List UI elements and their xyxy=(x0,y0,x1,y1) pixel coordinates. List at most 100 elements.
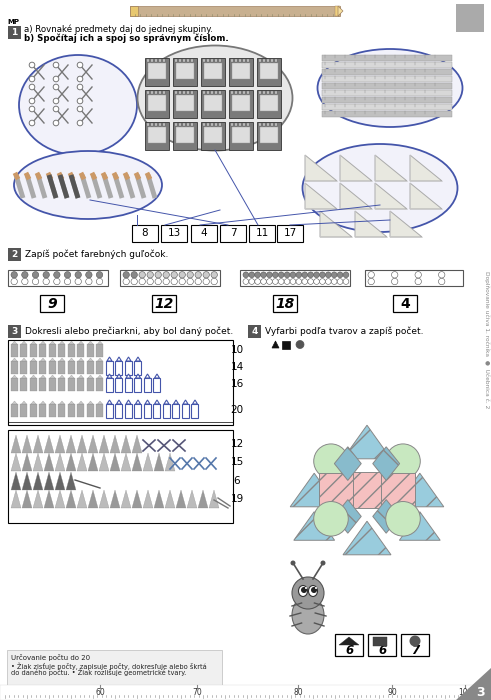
Polygon shape xyxy=(66,435,76,453)
Circle shape xyxy=(11,279,17,285)
Circle shape xyxy=(43,272,50,278)
Bar xyxy=(49,404,56,417)
Bar xyxy=(191,404,198,418)
Polygon shape xyxy=(11,490,21,508)
Bar xyxy=(263,91,266,94)
Polygon shape xyxy=(132,453,142,471)
Bar xyxy=(229,90,253,118)
Polygon shape xyxy=(183,400,188,404)
Bar xyxy=(232,95,250,111)
Circle shape xyxy=(29,106,35,112)
Polygon shape xyxy=(31,401,36,404)
Bar xyxy=(21,361,27,374)
Bar xyxy=(152,295,176,312)
Polygon shape xyxy=(132,435,142,453)
Bar xyxy=(8,26,21,39)
Text: 70: 70 xyxy=(192,688,202,697)
Circle shape xyxy=(415,279,421,285)
Bar xyxy=(203,59,206,62)
Polygon shape xyxy=(22,435,32,453)
Polygon shape xyxy=(66,490,76,508)
Polygon shape xyxy=(11,453,21,471)
Bar xyxy=(257,58,281,86)
Circle shape xyxy=(32,272,39,278)
Bar xyxy=(163,404,170,418)
Polygon shape xyxy=(88,453,98,471)
Text: 16: 16 xyxy=(230,379,244,389)
Polygon shape xyxy=(79,358,83,361)
Circle shape xyxy=(315,587,317,589)
Bar xyxy=(0,685,491,700)
Polygon shape xyxy=(110,490,120,508)
Polygon shape xyxy=(11,435,21,453)
Circle shape xyxy=(163,272,169,278)
Bar xyxy=(8,270,108,286)
Bar xyxy=(155,91,158,94)
Circle shape xyxy=(343,279,349,284)
Polygon shape xyxy=(12,341,17,344)
Polygon shape xyxy=(305,155,337,181)
Circle shape xyxy=(54,272,60,278)
Bar xyxy=(282,341,290,349)
Bar xyxy=(191,225,217,242)
Circle shape xyxy=(311,587,317,593)
Bar xyxy=(78,361,84,374)
Text: Dokresli alebo prečiarkni, aby bol daný počet.: Dokresli alebo prečiarkni, aby bol daný … xyxy=(25,327,233,336)
Bar xyxy=(8,430,233,523)
Bar xyxy=(239,91,242,94)
Polygon shape xyxy=(31,341,36,344)
Bar xyxy=(120,270,220,286)
Circle shape xyxy=(53,62,59,68)
Polygon shape xyxy=(88,358,93,361)
Polygon shape xyxy=(340,183,372,209)
Polygon shape xyxy=(373,447,400,480)
Bar xyxy=(135,361,141,375)
Polygon shape xyxy=(410,183,442,209)
Bar xyxy=(240,270,350,286)
Circle shape xyxy=(305,587,307,589)
Bar xyxy=(220,225,246,242)
Polygon shape xyxy=(22,490,32,508)
Bar xyxy=(132,225,158,242)
Bar xyxy=(49,361,56,374)
Polygon shape xyxy=(44,435,54,453)
Polygon shape xyxy=(290,473,338,507)
Polygon shape xyxy=(69,341,74,344)
Circle shape xyxy=(314,444,348,479)
Bar xyxy=(145,58,169,86)
Bar xyxy=(249,225,275,242)
Circle shape xyxy=(438,279,445,285)
Polygon shape xyxy=(373,500,400,533)
Circle shape xyxy=(77,84,83,90)
Bar xyxy=(211,91,214,94)
Bar xyxy=(187,59,190,62)
Polygon shape xyxy=(11,472,21,490)
Bar xyxy=(175,91,178,94)
Bar xyxy=(179,91,182,94)
Text: 7: 7 xyxy=(411,645,419,657)
Circle shape xyxy=(22,279,28,285)
Circle shape xyxy=(291,561,296,566)
Bar xyxy=(247,123,249,126)
Bar xyxy=(322,111,452,116)
Bar xyxy=(259,123,262,126)
Polygon shape xyxy=(209,490,219,508)
Bar xyxy=(97,404,104,417)
Polygon shape xyxy=(340,155,372,181)
Polygon shape xyxy=(154,490,164,508)
Bar xyxy=(11,404,18,417)
Bar xyxy=(229,122,253,150)
Text: 2: 2 xyxy=(11,250,18,259)
Bar xyxy=(335,6,340,16)
Bar xyxy=(115,378,122,392)
Circle shape xyxy=(96,279,103,285)
Bar xyxy=(78,378,84,391)
Polygon shape xyxy=(110,453,120,471)
Text: a) Rovnaké predmety daj do jednej skupiny.: a) Rovnaké predmety daj do jednej skupin… xyxy=(24,25,213,34)
Bar xyxy=(219,59,221,62)
Circle shape xyxy=(267,279,273,284)
Bar xyxy=(260,127,278,143)
Bar xyxy=(21,378,27,391)
Circle shape xyxy=(261,279,267,284)
Polygon shape xyxy=(116,357,121,361)
